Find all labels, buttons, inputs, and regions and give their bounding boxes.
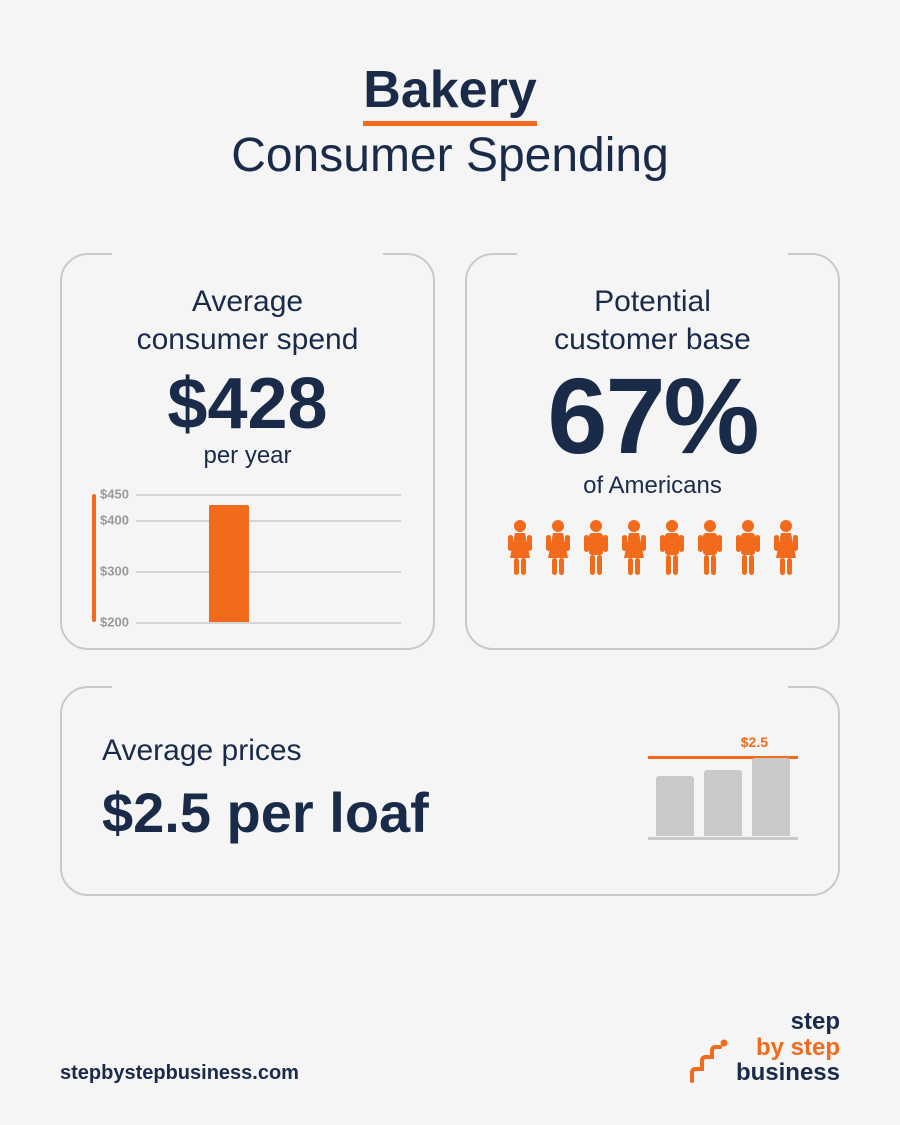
title-block: Bakery Consumer Spending	[60, 60, 840, 183]
spend-label-1: Average	[192, 285, 303, 318]
grid-line	[136, 520, 401, 522]
spend-sub: per year	[86, 442, 409, 470]
spend-label-2: consumer spend	[137, 323, 359, 356]
title-underline	[363, 121, 536, 126]
price-mini-chart: $2.5	[648, 734, 798, 844]
card-customer-base: Potential customer base 67% of Americans	[465, 253, 840, 650]
person-icon	[655, 518, 689, 578]
card-average-price: Average prices $2.5 per loaf $2.5	[60, 686, 840, 896]
logo-text: step by step business	[736, 1009, 840, 1085]
grid-label: $400	[100, 512, 129, 527]
person-icon	[731, 518, 765, 578]
grid-label: $450	[100, 487, 129, 502]
price-value: $2.5 per loaf	[102, 780, 648, 845]
price-bar	[752, 758, 790, 836]
person-icon	[769, 518, 803, 578]
base-sub: of Americans	[491, 472, 814, 500]
price-label: Average prices	[102, 734, 648, 768]
spend-bar-chart: $450$400$300$200	[86, 494, 409, 622]
price-bar	[704, 770, 742, 836]
base-label: Potential customer base	[491, 283, 814, 358]
grid-line	[136, 622, 401, 624]
top-row: Average consumer spend $428 per year $45…	[60, 253, 840, 650]
base-label-1: Potential	[594, 285, 711, 318]
logo-line1: step	[736, 1009, 840, 1034]
spend-label: Average consumer spend	[86, 283, 409, 358]
grid-line	[136, 571, 401, 573]
title-line2: Consumer Spending	[60, 128, 840, 183]
grid-label: $200	[100, 615, 129, 630]
footer-url: stepbystepbusiness.com	[60, 1062, 299, 1085]
person-icon	[693, 518, 727, 578]
grid-label: $300	[100, 563, 129, 578]
logo-steps-icon	[688, 1037, 730, 1085]
logo-line2-text: by step	[756, 1034, 840, 1061]
footer: stepbystepbusiness.com step by step busi…	[60, 1009, 840, 1085]
logo-line3: business	[736, 1060, 840, 1085]
grid-line	[136, 494, 401, 496]
people-icons-row	[491, 518, 814, 578]
chart-axis	[92, 494, 96, 622]
spend-value: $428	[86, 368, 409, 440]
price-text: Average prices $2.5 per loaf	[102, 734, 648, 845]
person-icon	[579, 518, 613, 578]
person-icon	[617, 518, 651, 578]
spend-bar	[209, 505, 249, 622]
base-label-2: customer base	[554, 323, 751, 356]
base-value: 67%	[491, 362, 814, 470]
logo: step by step business	[688, 1009, 840, 1085]
price-bar	[656, 776, 694, 836]
price-chart-tag: $2.5	[741, 734, 768, 750]
logo-line2: by step	[736, 1035, 840, 1060]
title-line1: Bakery	[363, 60, 536, 120]
person-icon	[503, 518, 537, 578]
person-icon	[541, 518, 575, 578]
card-average-spend: Average consumer spend $428 per year $45…	[60, 253, 435, 650]
price-bars	[656, 758, 790, 836]
price-base-line	[648, 837, 798, 840]
